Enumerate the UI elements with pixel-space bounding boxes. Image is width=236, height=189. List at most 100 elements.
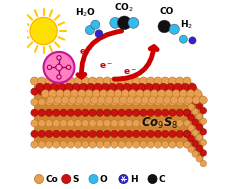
Circle shape <box>47 96 55 104</box>
Circle shape <box>91 20 100 29</box>
Circle shape <box>183 130 191 138</box>
Circle shape <box>110 77 118 85</box>
Circle shape <box>65 83 73 91</box>
Circle shape <box>184 78 190 84</box>
Circle shape <box>192 98 198 104</box>
Circle shape <box>118 16 131 30</box>
Circle shape <box>59 77 67 85</box>
Circle shape <box>111 120 118 127</box>
Circle shape <box>169 120 176 127</box>
Circle shape <box>38 109 45 116</box>
Circle shape <box>176 77 184 85</box>
Circle shape <box>152 83 160 91</box>
Circle shape <box>188 104 194 110</box>
Circle shape <box>74 130 82 138</box>
Circle shape <box>74 109 82 116</box>
Circle shape <box>53 130 60 138</box>
Circle shape <box>162 120 169 127</box>
Circle shape <box>60 88 67 95</box>
Circle shape <box>89 77 96 85</box>
Circle shape <box>158 20 171 33</box>
Circle shape <box>121 90 129 98</box>
Circle shape <box>125 130 133 138</box>
Circle shape <box>89 88 96 95</box>
Circle shape <box>184 120 190 127</box>
Circle shape <box>85 90 93 98</box>
Circle shape <box>196 145 202 152</box>
Circle shape <box>162 98 169 106</box>
Circle shape <box>184 141 190 148</box>
Circle shape <box>192 140 198 147</box>
Circle shape <box>30 17 57 45</box>
Circle shape <box>114 90 122 98</box>
Circle shape <box>78 90 86 98</box>
Text: CO$_2$: CO$_2$ <box>114 1 134 14</box>
Circle shape <box>169 98 176 106</box>
Circle shape <box>148 174 157 184</box>
Circle shape <box>125 120 133 127</box>
Circle shape <box>49 90 57 98</box>
Circle shape <box>74 77 82 85</box>
Circle shape <box>148 96 156 104</box>
Circle shape <box>143 90 151 98</box>
Circle shape <box>81 77 89 85</box>
Text: C: C <box>159 174 165 184</box>
Circle shape <box>38 98 45 106</box>
Circle shape <box>43 83 51 91</box>
Circle shape <box>189 83 196 91</box>
Circle shape <box>103 120 111 127</box>
Circle shape <box>140 98 147 106</box>
Circle shape <box>38 77 46 85</box>
Circle shape <box>57 75 61 79</box>
Circle shape <box>125 98 133 106</box>
Circle shape <box>96 77 104 85</box>
Circle shape <box>38 77 45 85</box>
Text: e$^-$: e$^-$ <box>99 62 113 71</box>
Circle shape <box>125 109 133 116</box>
Text: Co: Co <box>45 174 58 184</box>
Circle shape <box>184 131 190 137</box>
Circle shape <box>162 88 169 95</box>
Circle shape <box>169 77 176 85</box>
Circle shape <box>188 93 194 100</box>
Circle shape <box>187 90 195 98</box>
Circle shape <box>96 141 103 148</box>
Circle shape <box>176 98 183 106</box>
Circle shape <box>38 130 45 138</box>
Circle shape <box>169 24 179 34</box>
Circle shape <box>139 77 148 85</box>
Circle shape <box>172 90 180 98</box>
Circle shape <box>134 96 142 104</box>
Circle shape <box>94 83 102 91</box>
Circle shape <box>60 130 67 138</box>
Circle shape <box>200 118 206 125</box>
Circle shape <box>176 77 183 85</box>
Circle shape <box>60 120 67 127</box>
Circle shape <box>200 129 206 135</box>
Circle shape <box>89 109 96 116</box>
Circle shape <box>60 77 67 85</box>
Circle shape <box>72 83 80 91</box>
Polygon shape <box>34 81 203 100</box>
Circle shape <box>129 90 136 98</box>
Circle shape <box>133 141 140 148</box>
Circle shape <box>147 120 154 127</box>
Text: CO: CO <box>160 7 174 15</box>
Circle shape <box>111 130 118 138</box>
Circle shape <box>174 83 182 91</box>
Circle shape <box>194 90 202 98</box>
Circle shape <box>167 83 175 91</box>
Circle shape <box>138 83 146 91</box>
Circle shape <box>82 109 89 116</box>
Circle shape <box>125 88 133 95</box>
Circle shape <box>96 98 103 106</box>
Circle shape <box>154 109 162 116</box>
Circle shape <box>118 141 125 148</box>
Circle shape <box>112 96 120 104</box>
Circle shape <box>154 88 162 95</box>
Text: S: S <box>73 174 79 184</box>
Circle shape <box>96 130 103 138</box>
Circle shape <box>162 109 169 116</box>
Circle shape <box>85 26 94 35</box>
Circle shape <box>196 134 202 141</box>
